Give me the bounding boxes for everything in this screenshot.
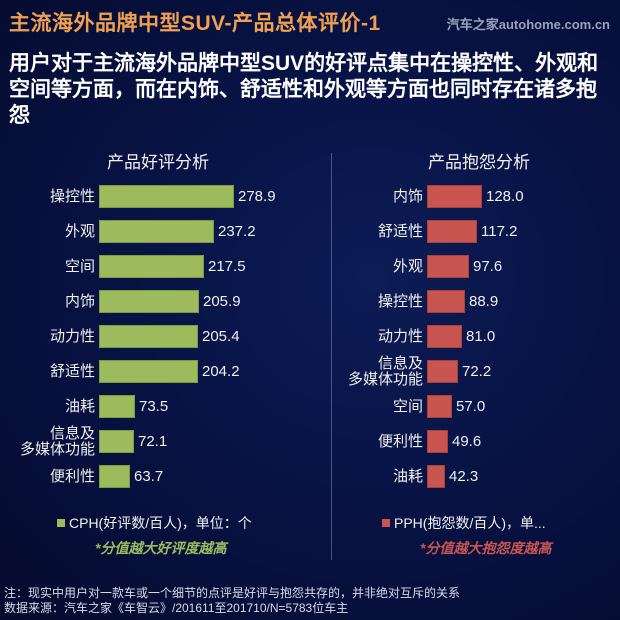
category-label: 动力性	[377, 328, 423, 345]
red-swatch-icon	[382, 519, 390, 527]
value-label: 278.9	[238, 188, 276, 205]
category-label: 动力性	[49, 328, 95, 345]
bar	[99, 325, 198, 348]
green-swatch-icon	[57, 519, 65, 527]
value-label: 73.5	[139, 398, 169, 415]
footnote-remark: 注：现实中用户对一款车或一个细节的点评是好评与抱怨共存的，并非绝对互斥的关系	[4, 586, 461, 600]
category-label: 空间	[392, 398, 423, 415]
bar	[427, 360, 458, 383]
bar	[99, 290, 199, 313]
category-label: 内饰	[64, 293, 95, 310]
value-label: 97.6	[473, 258, 503, 275]
category-label: 外观	[392, 258, 423, 275]
value-label: 128.0	[486, 188, 524, 205]
value-label: 72.1	[138, 433, 168, 450]
category-label: 操控性	[49, 188, 95, 205]
category-label: 操控性	[377, 293, 423, 310]
bar	[427, 430, 448, 453]
autohome-watermark: 汽车之家autohome.com.cn	[446, 17, 610, 32]
positive-legend: CPH(好评数/百人)，单位：个	[57, 513, 252, 533]
category-label: 空间	[64, 258, 95, 275]
category-label: 外观	[64, 223, 95, 240]
bar	[99, 255, 204, 278]
category-label: 舒适性	[377, 223, 423, 240]
value-label: 57.0	[456, 398, 486, 415]
value-label: 72.2	[462, 363, 492, 380]
value-label: 81.0	[466, 328, 496, 345]
bar	[427, 220, 477, 243]
positive-legend-label: CPH(好评数/百人)，单位：个	[69, 515, 252, 531]
bar	[427, 185, 482, 208]
value-label: 204.2	[202, 363, 240, 380]
bar	[99, 395, 135, 418]
bar	[427, 290, 465, 313]
category-label: 舒适性	[49, 363, 95, 380]
bar	[99, 360, 198, 383]
value-label: 63.7	[134, 468, 164, 485]
category-label: 油耗	[392, 468, 423, 485]
negative-legend-label: PPH(抱怨数/百人)，单...	[394, 515, 546, 531]
value-label: 117.2	[481, 223, 518, 240]
value-label: 205.4	[202, 328, 240, 345]
bar	[99, 220, 214, 243]
bar	[99, 185, 234, 208]
bar	[427, 325, 462, 348]
positive-note: *分值越大好评度越高	[95, 540, 227, 556]
category-label: 油耗	[64, 398, 95, 415]
category-label: 便利性	[377, 433, 423, 450]
page-title: 主流海外品牌中型SUV-产品总体评价-1	[9, 12, 381, 35]
bar	[427, 255, 469, 278]
panel-divider	[331, 153, 332, 560]
positive-chart-title: 产品好评分析	[107, 153, 209, 172]
value-label: 49.6	[452, 433, 482, 450]
category-label: 信息及 多媒体功能	[347, 355, 423, 388]
value-label: 237.2	[218, 223, 256, 240]
negative-note: *分值越大抱怨度越高	[420, 540, 552, 556]
bar	[99, 465, 130, 488]
page-subtitle: 用户对于主流海外品牌中型SUV的好评点集中在操控性、外观和空间等方面，而在内饰、…	[9, 52, 599, 127]
value-label: 42.3	[449, 468, 479, 485]
bar	[427, 395, 452, 418]
bar	[99, 430, 134, 453]
category-label: 信息及 多媒体功能	[19, 425, 95, 458]
value-label: 88.9	[469, 293, 499, 310]
negative-legend: PPH(抱怨数/百人)，单...	[382, 513, 546, 533]
bar	[427, 465, 445, 488]
negative-chart-title: 产品抱怨分析	[428, 153, 530, 172]
category-label: 内饰	[392, 188, 423, 205]
category-label: 便利性	[49, 468, 95, 485]
footnote: 注：现实中用户对一款车或一个细节的点评是好评与抱怨共存的，并非绝对互斥的关系 数…	[4, 586, 460, 616]
footnote-source: 数据来源：汽车之家《车智云》/201611至201710/N=5783位车主	[4, 601, 349, 615]
value-label: 217.5	[208, 258, 246, 275]
value-label: 205.9	[203, 293, 241, 310]
